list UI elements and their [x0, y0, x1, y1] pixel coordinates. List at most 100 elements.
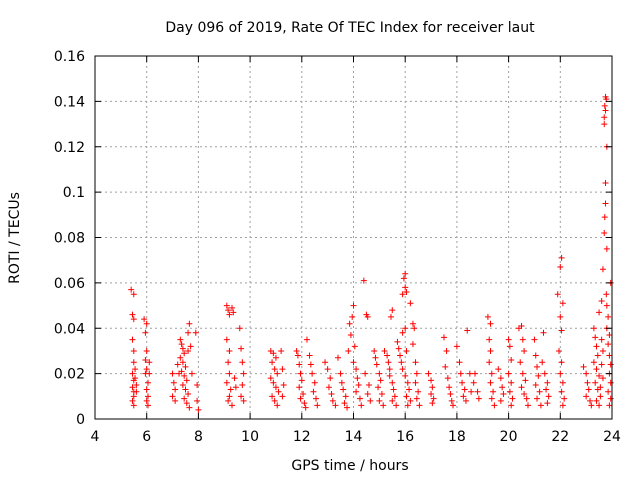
data-point	[554, 291, 561, 298]
data-point	[475, 395, 482, 402]
data-point	[371, 347, 378, 354]
data-point	[519, 370, 526, 377]
data-point	[557, 263, 564, 270]
data-point	[297, 370, 304, 377]
data-point	[332, 402, 339, 409]
data-point	[540, 329, 547, 336]
data-point	[590, 359, 597, 366]
data-point	[187, 343, 194, 350]
data-point	[229, 402, 236, 409]
data-point	[129, 336, 136, 343]
data-point	[350, 302, 357, 309]
data-point	[367, 397, 374, 404]
data-point	[602, 93, 609, 100]
y-tick-label: 0.06	[54, 276, 85, 292]
data-point	[539, 359, 546, 366]
data-point	[188, 370, 195, 377]
data-point	[309, 370, 316, 377]
data-point	[354, 375, 361, 382]
data-point	[240, 397, 247, 404]
data-point	[376, 397, 383, 404]
x-tick-label: 6	[142, 429, 151, 445]
y-axis-label: ROTI / TECUs	[7, 192, 23, 284]
data-point	[532, 352, 539, 359]
data-point	[558, 254, 565, 261]
data-point	[497, 375, 504, 382]
data-point	[182, 363, 189, 370]
data-point	[353, 388, 360, 395]
data-point	[398, 359, 405, 366]
data-point	[399, 291, 406, 298]
data-point	[470, 379, 477, 386]
data-point	[606, 402, 613, 409]
data-point	[238, 393, 245, 400]
data-point	[402, 325, 409, 332]
data-point	[484, 313, 491, 320]
data-point	[223, 336, 230, 343]
data-point	[403, 393, 410, 400]
data-point	[376, 370, 383, 377]
data-point	[394, 338, 401, 345]
data-point	[142, 329, 149, 336]
data-point	[490, 388, 497, 395]
data-point	[593, 397, 600, 404]
data-point	[303, 336, 310, 343]
data-point	[185, 391, 192, 398]
data-point	[400, 275, 407, 282]
data-point	[583, 370, 590, 377]
data-point	[143, 386, 150, 393]
data-point	[466, 370, 473, 377]
data-point	[377, 377, 384, 384]
data-point	[505, 370, 512, 377]
y-tick-label: 0	[76, 412, 85, 428]
data-point	[267, 375, 274, 382]
data-point	[412, 359, 419, 366]
data-point	[271, 397, 278, 404]
data-point	[194, 381, 201, 388]
data-point	[178, 341, 185, 348]
y-tick-labels: 0 0.02 0.04 0.06 0.08 0.1 0.12 0.14 0.16	[54, 49, 85, 428]
data-point	[607, 379, 614, 386]
data-point	[599, 375, 606, 382]
data-point	[334, 354, 341, 361]
data-point	[459, 379, 466, 386]
data-point	[341, 400, 348, 407]
data-point	[450, 402, 457, 409]
data-point	[342, 393, 349, 400]
data-point	[338, 379, 345, 386]
data-point	[169, 393, 176, 400]
data-point	[557, 370, 564, 377]
data-point	[366, 381, 373, 388]
data-point	[386, 372, 393, 379]
data-point	[535, 372, 542, 379]
y-tick-label: 0.08	[54, 231, 85, 247]
data-point	[337, 370, 344, 377]
y-tick-label: 0.12	[54, 140, 85, 156]
data-point	[225, 359, 232, 366]
data-point	[592, 379, 599, 386]
data-point	[601, 229, 608, 236]
data-point	[447, 391, 454, 398]
data-point	[601, 214, 608, 221]
data-point	[592, 334, 599, 341]
data-point	[301, 400, 308, 407]
data-point	[602, 200, 609, 207]
data-point	[230, 309, 237, 316]
data-point	[444, 375, 451, 382]
data-point	[279, 393, 286, 400]
data-point	[603, 291, 610, 298]
data-point	[226, 370, 233, 377]
data-point	[601, 102, 608, 109]
data-point	[486, 336, 493, 343]
data-point	[185, 347, 192, 354]
data-point	[606, 352, 613, 359]
data-point	[272, 354, 279, 361]
data-point	[488, 395, 495, 402]
data-point	[297, 395, 304, 402]
data-point	[349, 313, 356, 320]
data-point	[594, 352, 601, 359]
data-point	[275, 388, 282, 395]
data-point	[497, 397, 504, 404]
chart-title: Day 096 of 2019, Rate Of TEC Index for r…	[165, 20, 535, 36]
data-point	[597, 393, 604, 400]
